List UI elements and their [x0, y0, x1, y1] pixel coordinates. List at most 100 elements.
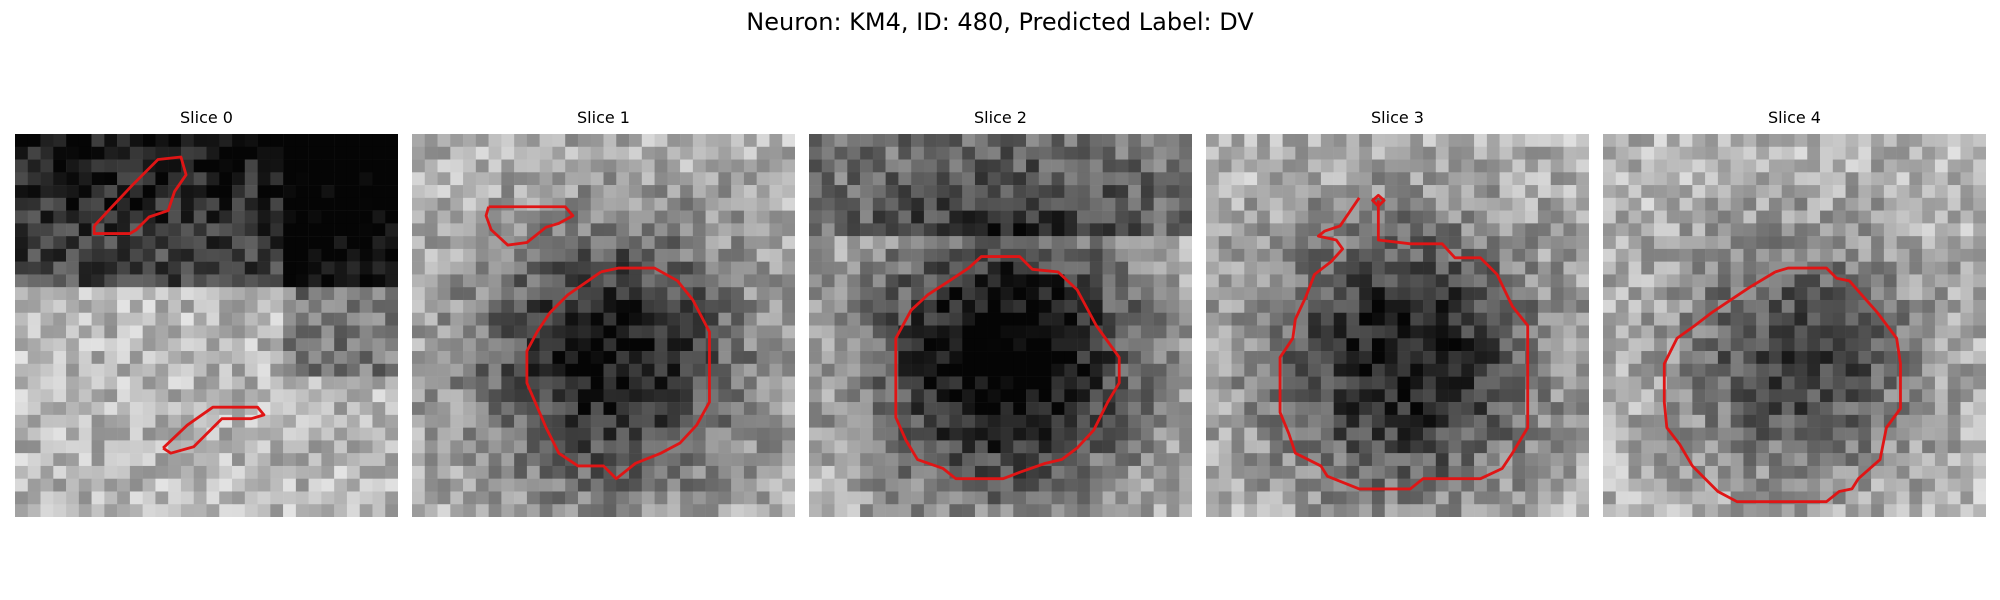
pixel [769, 325, 783, 339]
pixel [180, 299, 194, 313]
pixel [219, 261, 233, 275]
pixel [577, 465, 591, 479]
pixel [1973, 299, 1986, 313]
pixel [359, 363, 373, 377]
pixel [987, 440, 1001, 454]
pixel [923, 465, 937, 479]
pixel [1089, 223, 1103, 237]
pixel [412, 210, 426, 224]
pixel [1257, 210, 1271, 224]
pixel [743, 159, 757, 173]
pixel [1038, 261, 1052, 275]
pixel [193, 312, 207, 326]
pixel [1550, 325, 1564, 339]
pixel [923, 338, 937, 352]
pixel [1845, 376, 1859, 390]
pixel [1153, 172, 1167, 186]
pixel [232, 210, 246, 224]
pixel [180, 134, 194, 148]
pixel [283, 478, 297, 492]
pixel [257, 299, 271, 313]
pixel [372, 338, 386, 352]
pixel [168, 134, 182, 148]
pixel [193, 504, 207, 517]
pixel [15, 223, 29, 237]
pixel [244, 287, 258, 301]
pixel [78, 453, 92, 467]
pixel [1692, 376, 1706, 390]
pixel [847, 351, 861, 365]
pixel [1013, 478, 1027, 492]
pixel [1486, 134, 1500, 148]
pixel [1282, 376, 1296, 390]
pixel [577, 146, 591, 160]
pixel [705, 427, 719, 441]
pixel [1410, 402, 1424, 416]
pixel [219, 248, 233, 262]
pixel [244, 491, 258, 505]
pixel [654, 236, 668, 250]
pixel [987, 504, 1001, 517]
pixel [283, 134, 297, 148]
pixel [1883, 134, 1897, 148]
pixel [1641, 261, 1655, 275]
pixel [911, 248, 925, 262]
pixel [40, 185, 54, 199]
pixel [1359, 159, 1373, 173]
pixel [526, 504, 540, 517]
pixel [1295, 134, 1309, 148]
pixel [743, 172, 757, 186]
pixel [40, 402, 54, 416]
pixel [692, 159, 706, 173]
pixel [769, 185, 783, 199]
pixel [1973, 159, 1986, 173]
pixel [1820, 172, 1834, 186]
pixel [949, 236, 963, 250]
pixel [1308, 185, 1322, 199]
pixel [962, 478, 976, 492]
pixel [1947, 172, 1961, 186]
pixel [257, 491, 271, 505]
pixel [872, 223, 886, 237]
pixel [949, 338, 963, 352]
pixel [1206, 185, 1220, 199]
pixel [53, 146, 67, 160]
pixel [1641, 440, 1655, 454]
pixel [1153, 478, 1167, 492]
slice-0-title: Slice 0 [180, 108, 233, 127]
pixel [1768, 287, 1782, 301]
pixel [1666, 491, 1680, 505]
pixel [129, 363, 143, 377]
pixel [1692, 312, 1706, 326]
pixel [872, 478, 886, 492]
pixel [514, 146, 528, 160]
pixel [1960, 134, 1974, 148]
pixel [1641, 414, 1655, 428]
pixel [1641, 146, 1655, 160]
pixel [911, 261, 925, 275]
pixel [257, 274, 271, 288]
pixel [180, 414, 194, 428]
pixel [809, 376, 823, 390]
pixel [1333, 427, 1347, 441]
pixel [1628, 223, 1642, 237]
pixel [437, 312, 451, 326]
pixel [1102, 351, 1116, 365]
pixel [244, 504, 258, 517]
pixel [590, 172, 604, 186]
pixel [860, 376, 874, 390]
pixel [66, 223, 80, 237]
pixel [1628, 351, 1642, 365]
pixel [308, 338, 322, 352]
pixel [475, 287, 489, 301]
pixel [1397, 465, 1411, 479]
pixel [346, 440, 360, 454]
pixel [898, 223, 912, 237]
pixel [821, 414, 835, 428]
pixel [1576, 274, 1589, 288]
pixel [53, 223, 67, 237]
pixel [53, 312, 67, 326]
pixel [91, 299, 105, 313]
pixel [219, 236, 233, 250]
pixel [1705, 363, 1719, 377]
